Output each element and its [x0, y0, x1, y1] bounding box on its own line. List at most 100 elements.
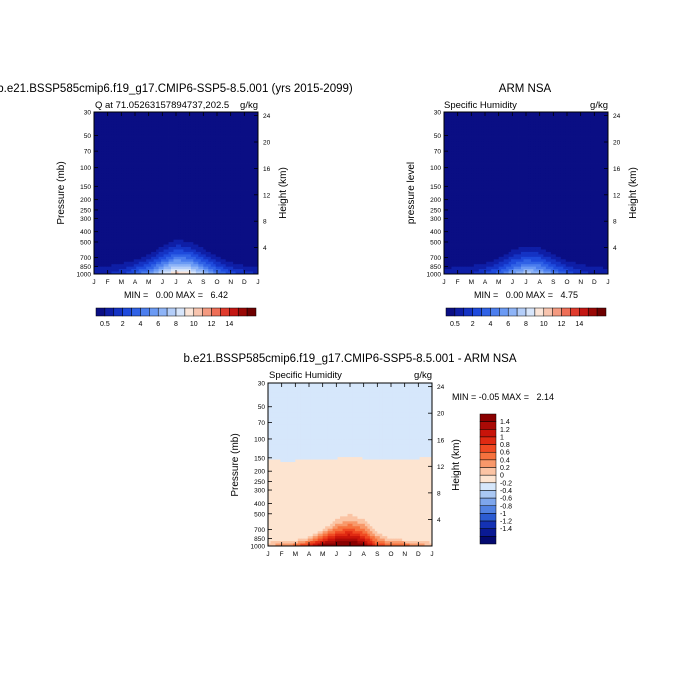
field-cell: [456, 220, 460, 223]
field-cell: [461, 170, 465, 174]
field-cell: [143, 136, 147, 140]
field-cell: [448, 136, 452, 140]
field-cell: [240, 121, 244, 125]
field-cell: [146, 166, 150, 169]
field-cell: [168, 168, 172, 172]
field-cell: [456, 244, 460, 248]
field-cell: [225, 217, 229, 221]
field-cell: [451, 151, 455, 155]
field-cell: [148, 178, 152, 182]
field-cell: [198, 139, 202, 142]
field-cell: [108, 170, 112, 174]
field-cell: [248, 269, 251, 272]
field-cell: [253, 251, 256, 255]
field-cell: [98, 261, 102, 265]
field-cell: [121, 139, 125, 142]
field-cell: [126, 222, 130, 226]
field-cell: [108, 266, 112, 270]
field-cell: [230, 229, 234, 233]
field-cell: [131, 139, 135, 142]
field-cell: [458, 131, 462, 135]
field-cell: [98, 170, 102, 174]
field-cell: [456, 121, 460, 125]
field-cell: [220, 205, 224, 209]
field-cell: [238, 237, 241, 241]
field-cell: [153, 131, 157, 135]
field-cell: [121, 234, 125, 238]
field-cell: [136, 224, 140, 228]
field-cell: [183, 254, 187, 258]
field-cell: [185, 166, 189, 169]
field-cell: [451, 114, 455, 118]
field-cell: [106, 170, 110, 174]
field-cell: [198, 161, 202, 164]
field-cell: [138, 222, 142, 226]
field-cell: [235, 178, 239, 182]
field-cell: [233, 116, 237, 120]
field-cell: [253, 244, 256, 248]
field-cell: [126, 259, 130, 263]
field-cell: [190, 148, 194, 152]
field-cell: [444, 129, 447, 133]
field-cell: [123, 153, 127, 157]
field-cell: [255, 168, 259, 172]
field-cell: [163, 195, 167, 199]
field-cell: [195, 271, 199, 275]
field-cell: [98, 173, 102, 177]
field-cell: [453, 193, 457, 196]
field-cell: [190, 163, 194, 167]
field-cell: [458, 183, 462, 187]
field-cell: [235, 173, 239, 177]
field-cell: [203, 207, 207, 211]
field-cell: [453, 205, 457, 209]
field-cell: [113, 148, 117, 152]
field-cell: [205, 254, 209, 258]
field-cell: [446, 249, 450, 253]
field-cell: [245, 114, 249, 118]
field-cell: [171, 148, 174, 152]
field-cell: [178, 173, 182, 177]
field-cell: [171, 249, 174, 253]
field-cell: [180, 224, 184, 228]
field-cell: [156, 205, 159, 209]
field-cell: [240, 153, 244, 157]
field-cell: [218, 183, 222, 187]
field-cell: [131, 222, 135, 226]
field-cell: [190, 129, 194, 133]
field-cell: [108, 244, 112, 248]
field-cell: [146, 220, 150, 223]
field-cell: [220, 249, 224, 253]
field-cell: [131, 134, 135, 137]
field-cell: [220, 146, 224, 150]
field-cell: [198, 212, 202, 216]
field-cell: [128, 256, 132, 260]
field-cell: [451, 229, 455, 233]
field-cell: [121, 175, 125, 179]
field-cell: [200, 143, 204, 147]
field-cell: [198, 229, 202, 233]
field-cell: [146, 210, 150, 214]
field-cell: [176, 143, 179, 147]
field-cell: [444, 237, 447, 241]
field-cell: [185, 232, 189, 236]
field-cell: [138, 259, 142, 263]
field-cell: [461, 173, 465, 177]
field-cell: [151, 180, 155, 184]
field-cell: [446, 207, 450, 211]
field-cell: [190, 168, 194, 172]
field-cell: [243, 197, 246, 201]
field-cell: [225, 175, 229, 179]
field-cell: [98, 119, 102, 123]
field-cell: [163, 156, 167, 160]
field-cell: [176, 244, 179, 248]
field-cell: [243, 244, 246, 248]
field-cell: [451, 121, 455, 125]
field-cell: [161, 153, 164, 157]
field-cell: [161, 161, 164, 164]
field-cell: [116, 163, 120, 167]
field-cell: [215, 166, 219, 169]
field-cell: [230, 244, 234, 248]
field-cell: [141, 119, 145, 123]
field-cell: [255, 151, 259, 155]
field-cell: [133, 121, 137, 125]
